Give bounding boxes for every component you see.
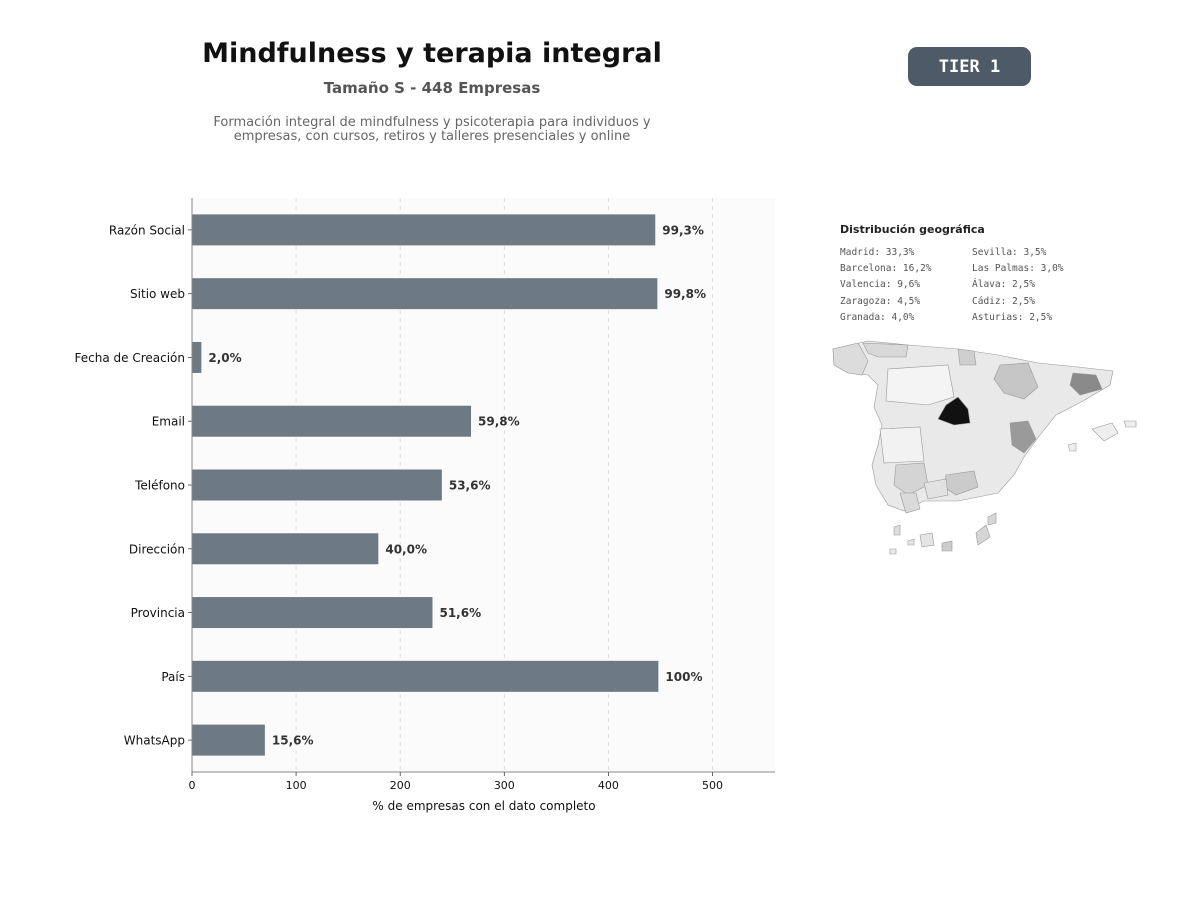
map-malaga — [923, 478, 949, 500]
data-label: 100% — [665, 670, 702, 684]
data-label: 99,8% — [664, 287, 706, 301]
bar — [192, 405, 472, 437]
data-label: 15,6% — [272, 734, 314, 748]
y-tick-label: Sitio web — [130, 287, 185, 301]
geo-list-col1: Madrid: 33,3% Barcelona: 16,2% Valencia:… — [840, 245, 932, 326]
y-tick-label: Dirección — [129, 542, 185, 556]
x-tick-label: 300 — [494, 779, 515, 792]
spain-map — [832, 340, 1137, 555]
x-tick-label: 200 — [390, 779, 411, 792]
description-line-2: empresas, con cursos, retiros y talleres… — [233, 129, 631, 144]
map-canarias-7 — [889, 548, 897, 555]
bar — [192, 214, 656, 246]
bar — [192, 533, 379, 565]
map-valencia — [1009, 420, 1037, 454]
geo-item: Las Palmas: 3,0% — [972, 263, 1064, 275]
y-tick-label: Teléfono — [134, 479, 185, 493]
map-sevilla — [893, 462, 929, 496]
map-canarias-1 — [893, 524, 901, 536]
page-title: Mindfulness y terapia integral — [202, 38, 662, 69]
map-ibiza — [1067, 442, 1077, 452]
geo-item: Zaragoza: 4,5% — [840, 295, 921, 307]
map-canarias-5 — [975, 524, 991, 546]
data-label: 53,6% — [449, 479, 491, 493]
bar — [192, 341, 202, 373]
geo-item: Cádiz: 2,5% — [972, 295, 1035, 307]
x-tick-label: 100 — [286, 779, 307, 792]
geo-item: Granada: 4,0% — [840, 311, 915, 323]
bar — [192, 469, 442, 501]
x-tick-label: 500 — [702, 779, 723, 792]
x-tick-label: 0 — [189, 779, 196, 792]
geo-item: Asturias: 2,5% — [972, 311, 1053, 323]
map-canarias-4 — [941, 540, 953, 552]
map-canarias-3 — [919, 532, 935, 548]
y-tick-label: País — [161, 670, 185, 684]
map-madrid — [937, 396, 971, 426]
x-axis-label: % de empresas con el dato completo — [372, 799, 595, 813]
bar-chart: 99,3% Razón Social 99,8% Sitio web 2,0% Fecha… — [75, 198, 775, 813]
tier-badge: TIER 1 — [908, 47, 1031, 86]
bar — [192, 724, 265, 756]
map-canarias-6 — [987, 512, 997, 526]
data-label: 59,8% — [478, 415, 520, 429]
map-cadiz — [899, 492, 921, 514]
y-tick-label: Fecha de Creación — [75, 351, 185, 365]
data-label: 99,3% — [662, 223, 704, 237]
map-barcelona — [1069, 372, 1103, 396]
map-zaragoza — [993, 362, 1039, 400]
y-tick-label: Provincia — [131, 606, 185, 620]
bar — [192, 660, 659, 692]
page-subtitle: Tamaño S - 448 Empresas — [323, 79, 541, 97]
y-tick-label: WhatsApp — [124, 734, 185, 748]
description-line-1: Formación integral de mindfulness y psic… — [213, 115, 651, 130]
geo-item: Álava: 2,5% — [972, 279, 1035, 291]
data-label: 2,0% — [208, 351, 241, 365]
map-mallorca — [1091, 422, 1119, 442]
data-label: 51,6% — [439, 606, 481, 620]
map-asturias — [862, 342, 909, 358]
geo-item: Sevilla: 3,5% — [972, 247, 1047, 258]
map-canarias-2 — [907, 538, 915, 546]
x-tick-label: 400 — [598, 779, 619, 792]
geo-list-col2: Sevilla: 3,5% Las Palmas: 3,0% Álava: 2,… — [972, 245, 1064, 326]
y-tick-label: Razón Social — [109, 223, 185, 237]
data-label: 40,0% — [385, 542, 427, 556]
map-castilla — [885, 364, 955, 406]
map-menorca — [1123, 420, 1137, 428]
description: Formación integral de mindfulness y psic… — [182, 116, 682, 144]
map-alava — [957, 348, 977, 366]
y-tick-label: Email — [152, 415, 185, 429]
map-galicia — [832, 342, 869, 376]
geo-title: Distribución geográfica — [840, 223, 985, 236]
map-extremadura — [879, 426, 925, 464]
bar — [192, 597, 433, 629]
geo-item: Madrid: 33,3% — [840, 247, 915, 258]
bar — [192, 278, 658, 310]
geo-item: Barcelona: 16,2% — [840, 263, 932, 275]
geo-item: Valencia: 9,6% — [840, 279, 921, 291]
